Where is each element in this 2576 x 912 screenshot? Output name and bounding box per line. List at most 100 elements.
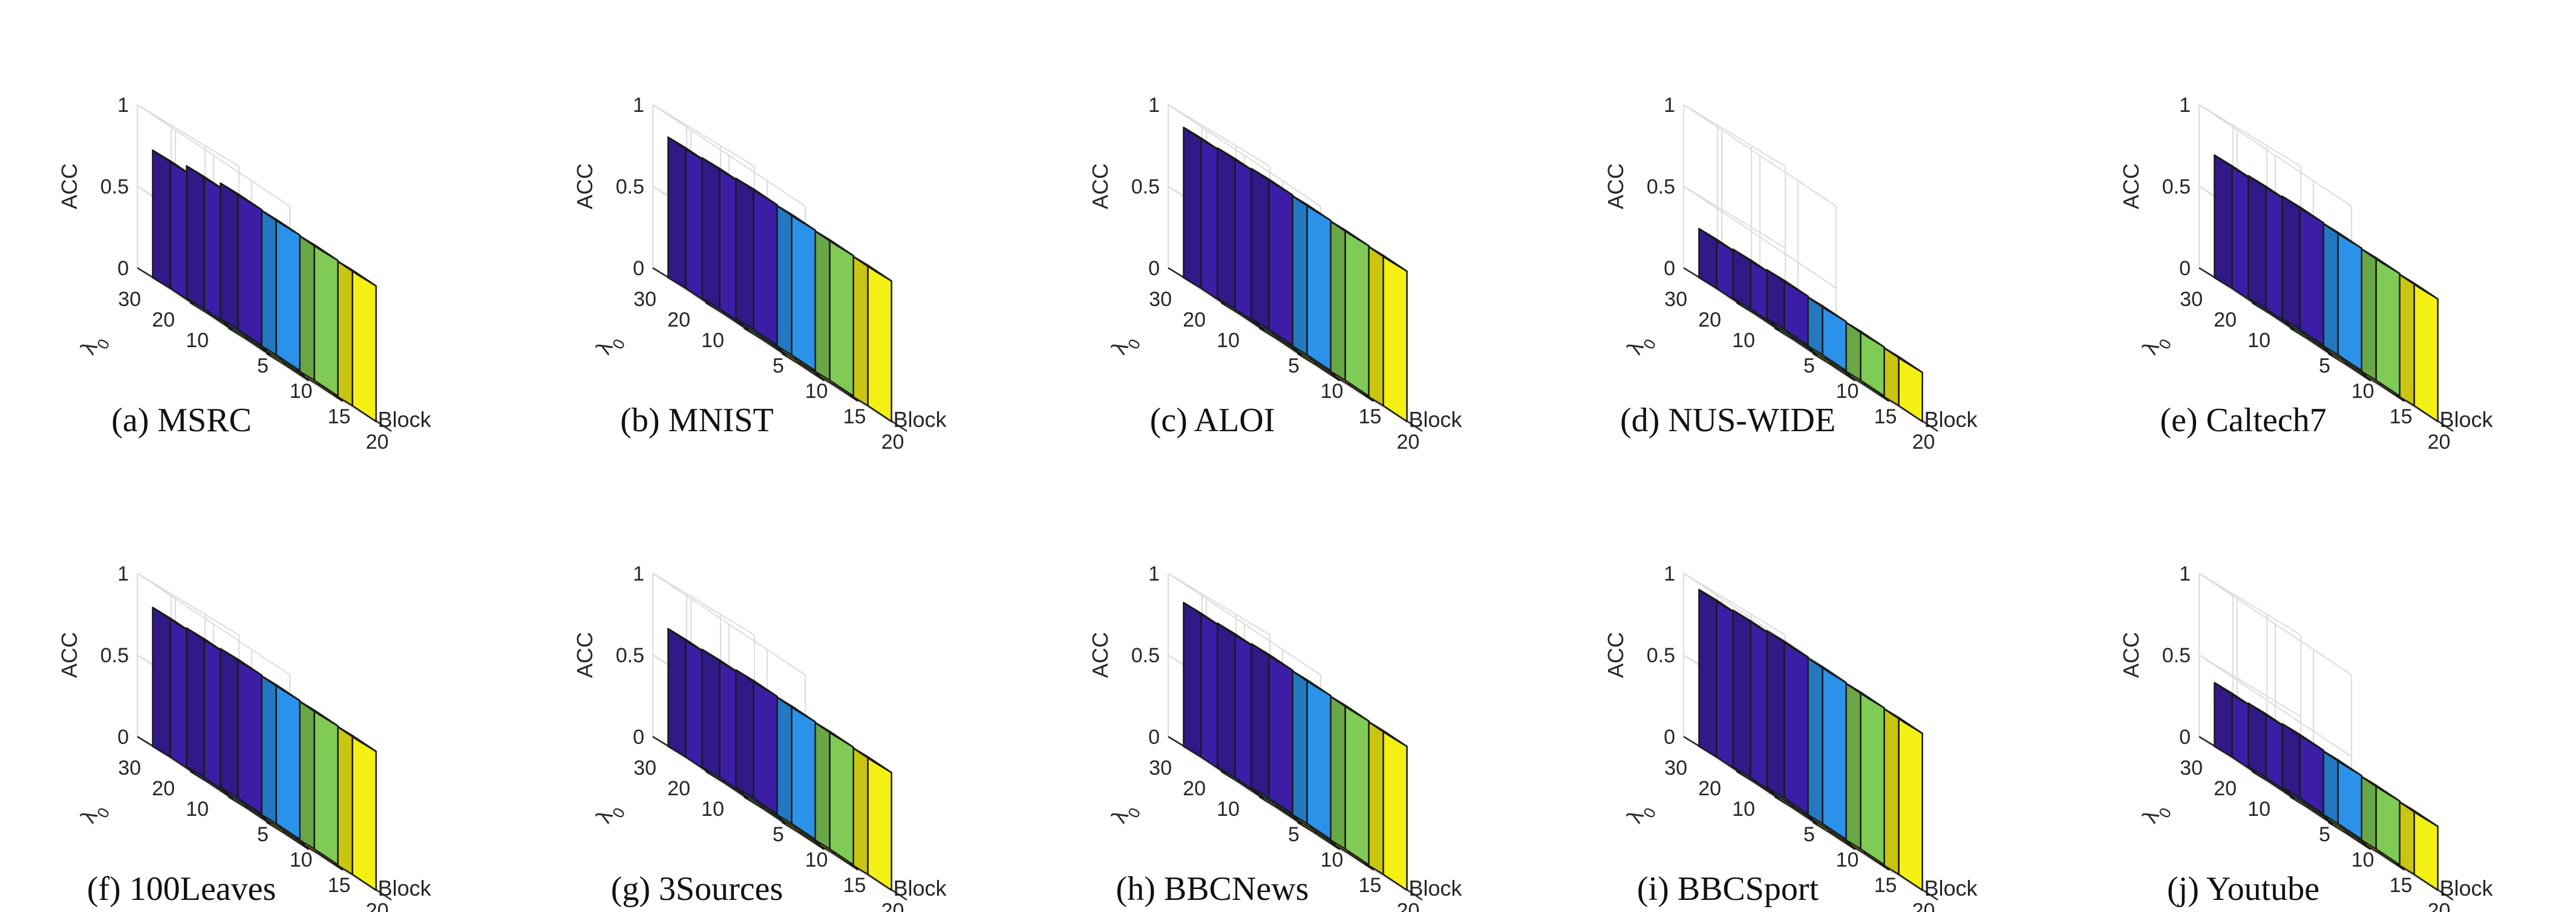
z-axis-label: ACC [572,163,597,209]
bar [1289,193,1332,372]
z-tick-label: 1 [2179,562,2191,585]
lambda-tick-label: 10 [1732,798,1755,821]
z-tick-label: 1 [1664,94,1675,117]
lambda-tick-label: 20 [1698,777,1721,800]
z-tick-labels: 00.51 [100,94,129,280]
z-tick-labels: 00.51 [2162,562,2191,749]
block-tick-label: 5 [257,354,269,377]
bars [667,628,892,891]
block-tick-label: 10 [1836,848,1859,871]
z-tick-label: 0.5 [1647,175,1675,198]
bars [1698,227,1923,423]
lambda-tick-label: 10 [1217,798,1240,821]
lambda-tick-labels: 10 20 30 [1149,288,1240,352]
block-tick-labels: 5 10 15 20 [773,823,904,912]
panel-caption: (c) ALOI [1150,402,1275,439]
bar [2396,272,2439,423]
block-tick-label: 15 [843,405,866,428]
z-tick-label: 0.5 [100,644,129,667]
lambda-tick-label: 20 [1698,308,1721,331]
lambda-tick-label: 10 [186,798,209,821]
lambda-tick-label: 30 [633,757,656,780]
lambda-axis-label-subscript: 0 [2155,804,2175,821]
lambda-tick-label: 10 [701,798,724,821]
bar [258,207,301,372]
block-tick-label: 5 [1803,354,1815,377]
lambda-tick-label: 30 [1149,288,1172,311]
bar [773,203,816,372]
block-tick-label: 15 [1359,405,1382,428]
lambda-tick-label: 30 [1664,757,1687,780]
bar [296,699,339,866]
lambda-tick-label: 30 [633,288,656,311]
block-tick-label: 15 [328,405,351,428]
lambda-tick-label: 20 [2214,777,2237,800]
block-tick-labels: 5 10 15 20 [1803,354,1935,454]
lambda-axis-label-subscript: 0 [93,804,113,821]
bar [1880,706,1923,891]
z-tick-label: 0 [1664,726,1675,749]
z-axis-label: ACC [57,632,82,678]
lambda-axis-label: λ0 [2137,798,2175,830]
bar [258,673,301,841]
bar [849,745,892,891]
block-axis-label: Block [2439,876,2493,901]
block-tick-label: 20 [881,431,904,454]
lambda-axis-label-subscript: 0 [1124,804,1144,821]
lambda-axis-label: λ0 [75,329,113,362]
bar [1766,269,1809,347]
lambda-axis-label: λ0 [1106,798,1144,830]
z-tick-label: 0.5 [1647,644,1675,667]
lambda-axis-label-subscript: 0 [1124,336,1144,352]
bars [2214,154,2439,423]
z-tick-label: 0 [633,726,644,749]
block-tick-label: 10 [805,380,828,403]
bar [220,182,263,347]
lambda-tick-label: 30 [1149,757,1172,780]
z-axis-label: ACC [1088,632,1113,678]
bar [334,724,377,891]
block-tick-labels: 5 10 15 20 [2319,354,2450,454]
lambda-tick-labels: 10 20 30 [2180,288,2270,352]
bars [1183,126,1408,423]
z-tick-label: 0.5 [616,175,644,198]
block-tick-label: 5 [1288,823,1299,846]
block-tick-label: 20 [2428,431,2451,454]
z-tick-label: 0 [2179,257,2191,280]
bar [334,258,377,423]
lambda-axis-label: λ0 [1106,329,1144,362]
lambda-tick-label: 20 [2214,308,2237,331]
bars [152,607,377,891]
z-tick-labels: 00.51 [2162,94,2191,280]
lambda-axis-label: λ0 [1621,798,1659,830]
block-tick-labels: 5 10 15 20 [2319,823,2450,912]
block-tick-label: 10 [805,848,828,871]
panel-caption: (j) Youtube [2167,870,2319,908]
block-tick-label: 10 [2352,848,2375,871]
block-axis-label: Block [893,876,947,901]
bar [2358,246,2401,397]
lambda-tick-label: 10 [1732,329,1755,352]
block-tick-labels: 5 10 15 20 [257,354,388,454]
lambda-axis-label-subscript: 0 [93,336,113,352]
bar [1250,643,1293,815]
z-tick-label: 1 [1148,94,1160,117]
block-tick-label: 5 [1803,823,1815,846]
lambda-axis-label: λ0 [590,798,629,830]
bar [2319,221,2362,372]
block-axis-label: Block [893,407,947,432]
lambda-tick-label: 20 [1183,777,1206,800]
lambda-tick-labels: 10 20 30 [118,757,209,821]
block-tick-labels: 5 10 15 20 [1288,823,1419,912]
bar [1880,345,1923,423]
panel-caption: (d) NUS-WIDE [1620,402,1836,439]
z-axis-label: ACC [2119,632,2143,678]
bar [1698,227,1741,305]
z-tick-label: 0.5 [1131,175,1160,198]
